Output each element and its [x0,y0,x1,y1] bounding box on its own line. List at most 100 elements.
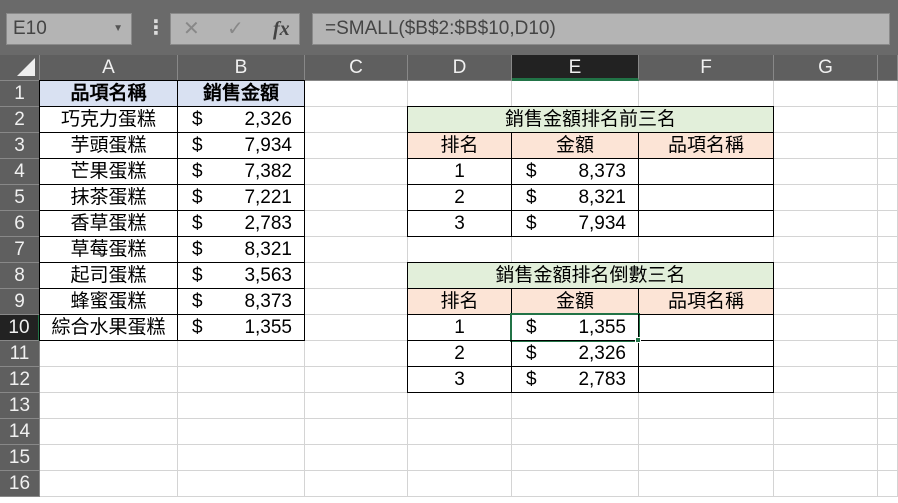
cell[interactable] [178,419,305,445]
amount-cell[interactable]: $7,934 [177,132,305,159]
item-name-cell[interactable]: 蜂蜜蛋糕 [39,288,178,315]
cell[interactable] [408,237,512,263]
cell[interactable] [40,341,178,367]
item-name-cell[interactable] [638,340,774,367]
row-header-3[interactable]: 3 [0,133,40,159]
cell[interactable] [878,289,898,315]
cell[interactable] [408,419,512,445]
row-header-6[interactable]: 6 [0,211,40,237]
cell[interactable] [305,315,408,341]
cell[interactable] [639,237,774,263]
insert-function-icon[interactable]: fx [273,18,290,40]
cell[interactable] [878,419,898,445]
cell[interactable] [774,471,878,497]
item-name-cell[interactable]: 抹茶蛋糕 [39,184,178,211]
cell[interactable] [305,107,408,133]
cell[interactable] [512,419,639,445]
cell[interactable] [305,263,408,289]
cell[interactable] [408,81,512,107]
cell[interactable] [878,471,898,497]
item-name-cell[interactable] [638,158,774,185]
row-header-1[interactable]: 1 [0,81,40,107]
cell[interactable] [878,315,898,341]
cell[interactable] [639,471,774,497]
cell[interactable] [774,367,878,393]
cell[interactable] [878,367,898,393]
cell[interactable] [878,393,898,419]
name-box[interactable]: E10 ▼ [6,13,132,45]
cell[interactable] [40,445,178,471]
cell[interactable] [774,159,878,185]
cell[interactable] [305,159,408,185]
amount-cell[interactable]: $7,382 [177,158,305,185]
item-name-cell[interactable]: 綜合水果蛋糕 [39,314,178,341]
cell[interactable] [774,263,878,289]
header-cell[interactable]: 銷售金額 [177,80,305,107]
cell[interactable] [878,341,898,367]
cell[interactable] [40,367,178,393]
column-header-D[interactable]: D [408,55,512,81]
cell[interactable] [878,237,898,263]
rank-cell[interactable]: 3 [407,366,512,393]
cell[interactable] [178,341,305,367]
row-header-13[interactable]: 13 [0,393,40,419]
fill-handle[interactable] [635,337,641,343]
cell[interactable] [878,107,898,133]
cell[interactable] [305,419,408,445]
cell[interactable] [878,159,898,185]
row-header-8[interactable]: 8 [0,263,40,289]
row-header-11[interactable]: 11 [0,341,40,367]
cell[interactable] [774,393,878,419]
row-header-9[interactable]: 9 [0,289,40,315]
amount-cell[interactable]: $8,373 [177,288,305,315]
table-title[interactable]: 銷售金額排名前三名 [407,106,774,133]
item-name-cell[interactable]: 芋頭蛋糕 [39,132,178,159]
header-cell[interactable]: 品項名稱 [638,288,774,315]
selected-cell-E10[interactable]: $1,355 [510,313,640,342]
row-header-15[interactable]: 15 [0,445,40,471]
column-header-extra[interactable] [878,55,898,81]
column-header-B[interactable]: B [178,55,305,81]
cell[interactable] [305,367,408,393]
amount-cell[interactable]: $8,373 [511,158,639,185]
cell[interactable] [774,107,878,133]
amount-cell[interactable]: $2,326 [177,106,305,133]
row-header-7[interactable]: 7 [0,237,40,263]
cell[interactable] [878,211,898,237]
header-cell[interactable]: 排名 [407,132,512,159]
amount-cell[interactable]: $3,563 [177,262,305,289]
header-cell[interactable]: 金額 [511,132,639,159]
cell[interactable] [408,393,512,419]
amount-cell[interactable]: $1,355 [177,314,305,341]
cell[interactable] [178,445,305,471]
formula-input[interactable]: =SMALL($B$2:$B$10,D10) [312,13,890,45]
cell[interactable] [774,237,878,263]
row-header-16[interactable]: 16 [0,471,40,497]
cell[interactable] [774,315,878,341]
cell[interactable] [305,211,408,237]
table-title[interactable]: 銷售金額排名倒數三名 [407,262,774,289]
cell[interactable] [408,471,512,497]
rank-cell[interactable]: 3 [407,210,512,237]
cell[interactable] [512,445,639,471]
item-name-cell[interactable]: 巧克力蛋糕 [39,106,178,133]
rank-cell[interactable]: 2 [407,340,512,367]
item-name-cell[interactable] [638,184,774,211]
cell[interactable] [774,133,878,159]
cell[interactable] [305,81,408,107]
cell[interactable] [512,237,639,263]
cell[interactable] [178,367,305,393]
cell[interactable] [878,133,898,159]
cell[interactable] [512,393,639,419]
column-header-A[interactable]: A [40,55,178,81]
header-cell[interactable]: 品項名稱 [39,80,178,107]
cell[interactable] [639,393,774,419]
cell[interactable] [774,211,878,237]
cell[interactable] [774,289,878,315]
enter-icon[interactable]: ✓ [227,18,244,40]
item-name-cell[interactable] [638,314,774,341]
cell[interactable] [774,81,878,107]
header-cell[interactable]: 金額 [511,288,639,315]
item-name-cell[interactable]: 起司蛋糕 [39,262,178,289]
column-header-G[interactable]: G [774,55,878,81]
